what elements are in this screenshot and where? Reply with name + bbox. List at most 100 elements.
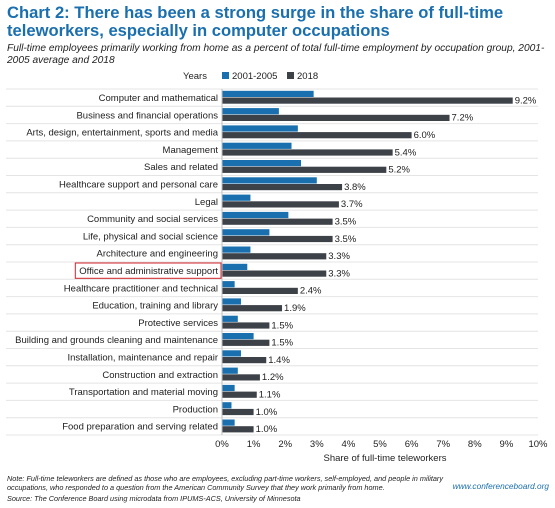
bar-2018: [222, 408, 254, 416]
data-label: 2.4%: [300, 286, 322, 297]
x-tick-label: 3%: [310, 439, 324, 450]
category-label: Production: [173, 404, 218, 415]
x-tick-label: 6%: [405, 439, 419, 450]
category-label: Business and financial operations: [76, 110, 218, 121]
bar-2001-2005: [222, 298, 241, 305]
bar-2001-2005: [222, 194, 251, 201]
bar-2018: [222, 339, 270, 346]
data-label: 7.2%: [452, 113, 474, 124]
bar-2001-2005: [222, 367, 238, 374]
bar-2001-2005: [222, 333, 254, 340]
chart-title: Chart 2: There has been a strong surge i…: [7, 3, 504, 40]
data-label: 1.0%: [256, 424, 278, 435]
bar-2018: [222, 305, 283, 312]
data-label: 1.5%: [271, 320, 293, 331]
data-label: 3.5%: [335, 234, 357, 245]
legend-label-2018: 2018: [297, 71, 318, 82]
legend-title: Years: [183, 71, 207, 82]
x-tick-label: 8%: [468, 439, 482, 450]
bar-2001-2005: [222, 246, 251, 253]
category-label: Office and administrative support: [79, 266, 218, 277]
legend-swatch-2001-2005: [222, 72, 229, 79]
bar-2001-2005: [222, 315, 238, 322]
bar-2018: [222, 391, 257, 398]
data-label: 1.5%: [271, 338, 293, 349]
source-note: Source: The Conference Board using micro…: [7, 494, 301, 503]
category-label: Architecture and engineering: [97, 249, 218, 260]
bar-2001-2005: [222, 142, 292, 149]
data-label: 6.0%: [414, 130, 436, 141]
bar-2001-2005: [222, 177, 317, 184]
bar-2001-2005: [222, 350, 241, 357]
bar-2001-2005: [222, 281, 235, 288]
category-label: Education, training and library: [92, 301, 218, 312]
data-label: 1.9%: [284, 303, 306, 314]
data-label: 1.4%: [268, 355, 290, 366]
data-label: 3.8%: [344, 182, 366, 193]
bar-2001-2005: [222, 384, 235, 392]
x-axis-label: Share of full-time teleworkers: [323, 453, 446, 464]
legend-swatch-2018: [287, 72, 294, 79]
plot-area: Computer and mathematical 9.2% Business an…: [6, 88, 548, 450]
data-label: 3.7%: [341, 199, 363, 210]
data-label: 1.1%: [259, 390, 281, 401]
category-label: Transportation and material moving: [69, 387, 218, 398]
data-label: 1.0%: [256, 407, 278, 418]
bar-2018: [222, 374, 260, 381]
website-link[interactable]: www.conferenceboard.org: [452, 481, 549, 491]
bar-2001-2005: [222, 108, 279, 115]
category-label: Installation, maintenance and repair: [67, 352, 218, 363]
data-label: 5.4%: [395, 147, 417, 158]
data-label: 1.2%: [262, 372, 284, 383]
bar-2018: [222, 270, 327, 277]
x-tick-label: 7%: [436, 439, 450, 450]
category-label: Construction and extraction: [102, 370, 218, 381]
bar-2018: [222, 201, 339, 208]
x-tick-label: 1%: [247, 439, 261, 450]
bar-2001-2005: [222, 125, 298, 132]
highlight-box: [74, 262, 222, 279]
bar-2018: [222, 184, 343, 191]
data-label: 3.3%: [328, 251, 350, 262]
x-tick-label: 5%: [373, 439, 387, 450]
x-tick-label: 10%: [528, 439, 548, 450]
x-tick-label: 2%: [278, 439, 292, 450]
bar-2018: [222, 97, 513, 104]
bar-2001-2005: [222, 160, 301, 167]
data-label: 9.2%: [515, 95, 537, 106]
x-tick-label: 4%: [342, 439, 356, 450]
bar-2018: [222, 357, 267, 364]
bar-2018: [222, 218, 333, 225]
legend: Years 2001-2005 2018: [183, 71, 318, 82]
bar-2018: [222, 132, 412, 139]
data-label: 3.5%: [335, 217, 357, 228]
category-label: Life, physical and social science: [83, 231, 218, 242]
x-tick-label: 9%: [500, 439, 514, 450]
bar-2018: [222, 253, 327, 260]
category-label: Food preparation and serving related: [62, 422, 218, 433]
category-label: Legal: [195, 197, 218, 208]
data-label: 5.2%: [388, 165, 410, 176]
x-tick-label: 0%: [215, 439, 229, 450]
bar-2001-2005: [222, 263, 248, 270]
category-label: Healthcare practitioner and technical: [64, 283, 218, 294]
bar-2001-2005: [222, 402, 232, 409]
bar-2001-2005: [222, 211, 289, 219]
bar-2018: [222, 287, 298, 294]
footnote: Note: Full-time teleworkers are defined …: [7, 474, 443, 492]
category-label: Protective services: [138, 318, 218, 329]
chart-subtitle: Full-time employees primarily working fr…: [7, 43, 545, 66]
category-label: Arts, design, entertainment, sports and …: [26, 128, 218, 139]
bar-2018: [222, 322, 270, 329]
bar-2018: [222, 235, 333, 243]
legend-label-2001-2005: 2001-2005: [232, 71, 277, 82]
data-label: 3.3%: [328, 268, 350, 279]
category-label: Building and grounds cleaning and mainte…: [15, 335, 218, 346]
bar-2001-2005: [222, 419, 235, 426]
category-label: Community and social services: [87, 214, 218, 225]
bar-2001-2005: [222, 90, 314, 97]
bar-2001-2005: [222, 229, 270, 236]
bar-2018: [222, 114, 450, 121]
category-label: Sales and related: [144, 162, 218, 173]
category-label: Healthcare support and personal care: [59, 179, 218, 190]
